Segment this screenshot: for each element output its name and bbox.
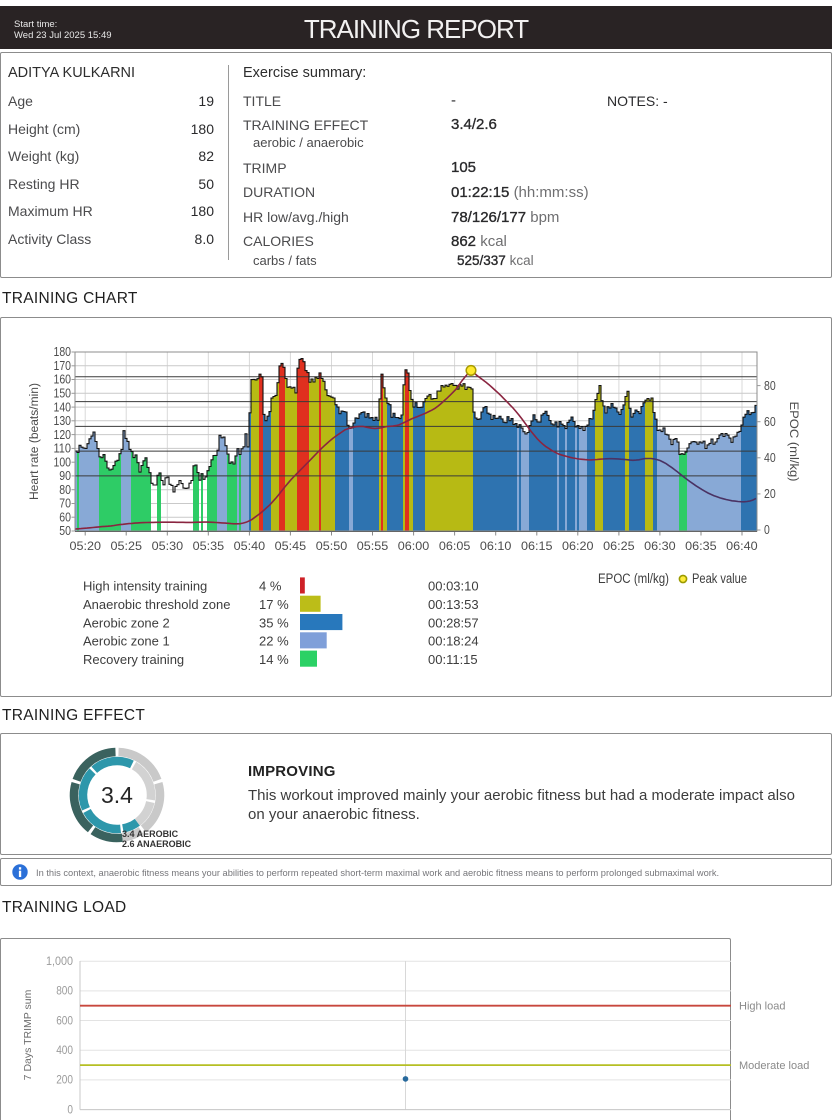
svg-text:20: 20 [764,487,776,501]
svg-text:180: 180 [54,345,72,359]
svg-text:00:18:24: 00:18:24 [428,634,479,649]
svg-text:800: 800 [56,986,73,998]
svg-text:EPOC (ml/kg): EPOC (ml/kg) [787,402,799,482]
svg-text:High intensity training: High intensity training [83,579,207,594]
svg-text:60: 60 [764,415,776,429]
svg-text:06:15: 06:15 [521,539,553,553]
svg-text:90: 90 [59,469,71,483]
svg-text:200: 200 [56,1075,73,1087]
svg-text:80: 80 [59,483,71,497]
svg-text:05:40: 05:40 [234,539,266,553]
svg-text:EPOC (ml/kg): EPOC (ml/kg) [598,571,669,586]
svg-text:22 %: 22 % [259,634,289,649]
svg-text:05:25: 05:25 [111,539,143,553]
svg-text:150: 150 [54,387,72,401]
svg-text:05:20: 05:20 [70,539,102,553]
svg-text:70: 70 [59,497,71,511]
svg-text:06:40: 06:40 [726,539,758,553]
svg-text:00:11:15: 00:11:15 [428,652,478,667]
svg-text:06:10: 06:10 [480,539,512,553]
svg-text:35 %: 35 % [259,615,289,630]
svg-text:05:35: 05:35 [193,539,225,553]
svg-text:06:35: 06:35 [685,539,717,553]
svg-text:2.6 ANAEROBIC: 2.6 ANAEROBIC [122,839,192,849]
svg-text:1,000: 1,000 [46,956,73,968]
svg-text:14 %: 14 % [259,652,289,667]
svg-text:05:55: 05:55 [357,539,389,553]
svg-text:100: 100 [54,455,72,469]
svg-text:Recovery training: Recovery training [83,652,184,667]
svg-text:06:25: 06:25 [603,539,635,553]
svg-text:600: 600 [56,1015,73,1027]
svg-text:0: 0 [764,523,770,537]
svg-text:High load: High load [739,1001,785,1013]
svg-text:05:50: 05:50 [316,539,348,553]
svg-text:3.4: 3.4 [101,782,133,808]
svg-text:06:05: 06:05 [439,539,471,553]
svg-text:Peak value: Peak value [692,571,747,586]
svg-text:120: 120 [54,428,72,442]
svg-text:06:30: 06:30 [644,539,676,553]
svg-text:05:30: 05:30 [152,539,184,553]
svg-text:Aerobic zone 2: Aerobic zone 2 [83,615,170,630]
svg-text:170: 170 [54,359,72,373]
svg-text:130: 130 [54,414,72,428]
svg-text:3.4 AEROBIC: 3.4 AEROBIC [122,829,179,839]
svg-text:Anaerobic threshold zone: Anaerobic threshold zone [83,597,230,612]
svg-text:50: 50 [59,524,71,538]
svg-text:110: 110 [54,442,72,456]
svg-text:00:03:10: 00:03:10 [428,579,479,594]
svg-text:0: 0 [67,1104,73,1116]
svg-text:05:45: 05:45 [275,539,307,553]
svg-text:80: 80 [764,379,776,393]
svg-text:17 %: 17 % [259,597,289,612]
svg-text:00:28:57: 00:28:57 [428,615,479,630]
svg-text:60: 60 [59,510,71,524]
svg-text:06:00: 06:00 [398,539,430,553]
svg-text:400: 400 [56,1045,73,1057]
svg-text:Aerobic zone 1: Aerobic zone 1 [83,634,170,649]
svg-text:4 %: 4 % [259,579,282,594]
svg-text:Moderate load: Moderate load [739,1060,809,1072]
svg-text:140: 140 [54,400,72,414]
svg-text:00:13:53: 00:13:53 [428,597,479,612]
svg-text:06:20: 06:20 [562,539,594,553]
svg-text:40: 40 [764,451,776,465]
svg-text:Heart rate (beats/min): Heart rate (beats/min) [29,383,41,500]
svg-text:160: 160 [54,373,72,387]
svg-text:7 Days TRIMP sum: 7 Days TRIMP sum [22,989,34,1080]
